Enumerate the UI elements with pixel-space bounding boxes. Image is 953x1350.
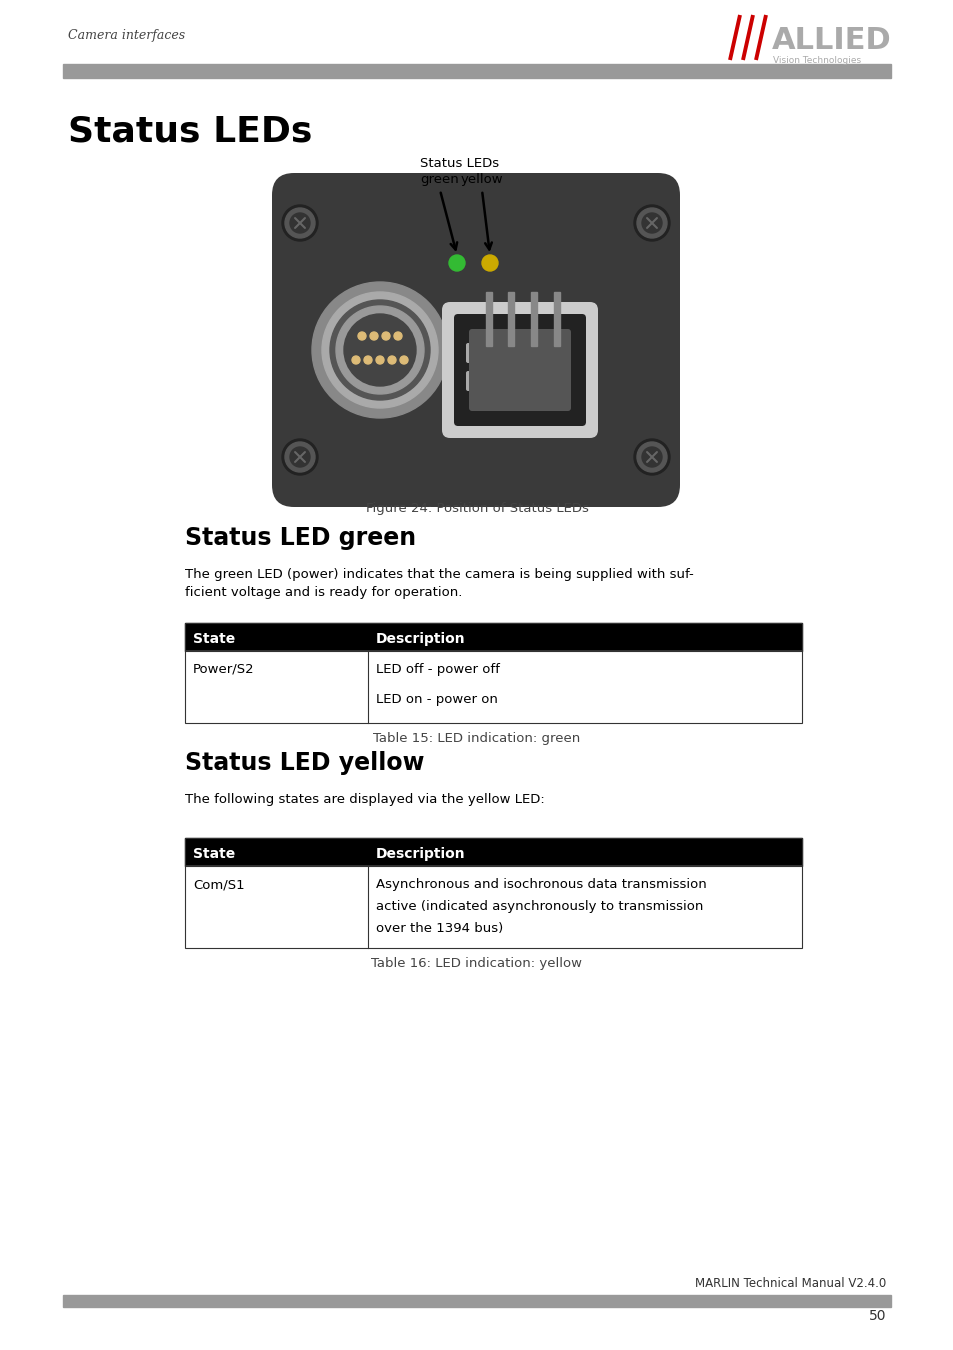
Circle shape [282, 205, 317, 242]
Text: over the 1394 bus): over the 1394 bus) [375, 922, 503, 936]
Bar [185, 622, 801, 724]
Text: Camera interfaces: Camera interfaces [68, 28, 185, 42]
Circle shape [312, 282, 448, 418]
Text: Asynchronous and isochronous data transmission: Asynchronous and isochronous data transm… [375, 878, 706, 891]
Bar [531, 292, 537, 346]
Bar [554, 292, 559, 346]
Text: active (indicated asynchronously to transmission: active (indicated asynchronously to tran… [375, 900, 702, 913]
Circle shape [449, 255, 464, 271]
Text: Vision Technologies: Vision Technologies [772, 55, 861, 65]
Circle shape [394, 332, 401, 340]
Text: Status LEDs: Status LEDs [68, 113, 312, 148]
Circle shape [364, 356, 372, 365]
Circle shape [285, 441, 314, 472]
Bar [185, 838, 801, 865]
Bar [185, 651, 801, 724]
Circle shape [481, 255, 497, 271]
Text: green: green [420, 173, 459, 186]
Circle shape [399, 356, 408, 365]
Text: LED off - power off: LED off - power off [375, 663, 499, 676]
Circle shape [634, 205, 669, 242]
Text: Description: Description [375, 632, 465, 647]
Circle shape [641, 213, 661, 234]
FancyBboxPatch shape [469, 329, 571, 410]
Circle shape [344, 315, 416, 386]
Bar [63, 63, 890, 78]
Circle shape [330, 300, 430, 400]
Text: Power/S2: Power/S2 [193, 663, 254, 676]
Text: Table 15: LED indication: green: Table 15: LED indication: green [373, 732, 580, 745]
Text: Figure 24: Position of Status LEDs: Figure 24: Position of Status LEDs [365, 502, 588, 514]
Text: The green LED (power) indicates that the camera is being supplied with suf-: The green LED (power) indicates that the… [185, 568, 693, 580]
Circle shape [375, 356, 384, 365]
Circle shape [290, 213, 310, 234]
Bar [185, 622, 801, 651]
Circle shape [282, 439, 317, 475]
Bar [485, 292, 492, 346]
Bar [63, 1295, 890, 1307]
Text: ALLIED: ALLIED [771, 26, 891, 55]
Bar [185, 838, 801, 948]
FancyBboxPatch shape [441, 302, 598, 437]
Circle shape [634, 439, 669, 475]
FancyBboxPatch shape [454, 315, 585, 427]
Text: Com/S1: Com/S1 [193, 878, 244, 891]
Text: LED on - power on: LED on - power on [375, 693, 497, 706]
Text: Status LED green: Status LED green [185, 526, 416, 549]
Circle shape [370, 332, 377, 340]
FancyBboxPatch shape [465, 343, 497, 363]
Text: Table 16: LED indication: yellow: Table 16: LED indication: yellow [371, 957, 582, 971]
Text: 50: 50 [867, 1310, 885, 1323]
Text: State: State [193, 846, 235, 861]
Circle shape [335, 306, 423, 394]
Bar [507, 292, 514, 346]
FancyBboxPatch shape [272, 173, 679, 508]
Circle shape [322, 292, 437, 408]
Circle shape [357, 332, 366, 340]
Text: MARLIN Technical Manual V2.4.0: MARLIN Technical Manual V2.4.0 [694, 1277, 885, 1291]
Circle shape [290, 447, 310, 467]
Text: Status LED yellow: Status LED yellow [185, 751, 424, 775]
Circle shape [388, 356, 395, 365]
Text: State: State [193, 632, 235, 647]
Text: Status LEDs: Status LEDs [420, 157, 499, 170]
Text: yellow: yellow [460, 173, 503, 186]
Circle shape [637, 208, 666, 238]
Text: Description: Description [375, 846, 465, 861]
Circle shape [352, 356, 359, 365]
Text: ficient voltage and is ready for operation.: ficient voltage and is ready for operati… [185, 586, 462, 599]
Bar [185, 865, 801, 948]
Circle shape [641, 447, 661, 467]
Circle shape [637, 441, 666, 472]
Text: The following states are displayed via the yellow LED:: The following states are displayed via t… [185, 792, 544, 806]
Circle shape [381, 332, 390, 340]
FancyBboxPatch shape [465, 371, 497, 392]
Circle shape [285, 208, 314, 238]
